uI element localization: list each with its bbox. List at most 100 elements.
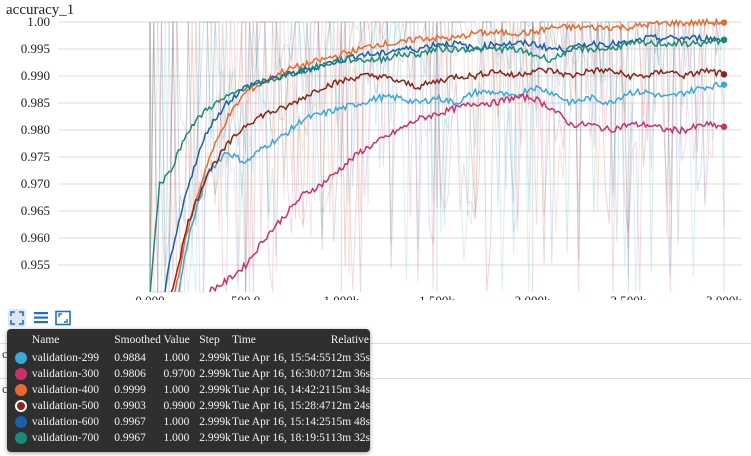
tooltip-name-cell: validation-700 (31, 432, 99, 444)
series-swatch-cell (15, 398, 32, 414)
y-tick-label: 0.955 (21, 257, 50, 272)
background-divider (0, 343, 751, 344)
step-header: Step (199, 334, 220, 346)
tooltip-step-cell: 2.999k (199, 352, 231, 364)
raw-trace-validation-400 (149, 20, 724, 293)
y-tick-label: 0.960 (21, 230, 50, 245)
tooltip-row: validation-500 0.9903 0.9900 2.999k Tue Apr … (15, 398, 370, 414)
tooltip-row: validation-400 0.9999 1.000 2.999k Tue Apr 1… (15, 382, 370, 398)
tooltip-relative-cell: 15m 48s (330, 416, 370, 428)
chart-title: accuracy_1 (6, 2, 75, 18)
tooltip-name-cell: validation-600 (31, 416, 99, 428)
series-color-swatch (15, 431, 27, 444)
relative-header: Relative (330, 334, 370, 346)
expand-chart-button[interactable] (54, 309, 72, 327)
series-color-swatch (15, 367, 27, 380)
tooltip-value-cell: 0.9900 (163, 400, 196, 412)
series-line-validation-299 (178, 81, 725, 292)
series-swatch-cell (15, 382, 32, 398)
tooltip-relative-cell: 13m 32s (330, 432, 370, 444)
name-header: Name (31, 334, 60, 346)
tooltip-name-cell: validation-400 (31, 384, 99, 396)
series-end-marker-validation-500 (720, 71, 728, 78)
y-tick-label: 0.975 (21, 149, 50, 164)
tooltip-table: Name Smoothed Value Step Time Relative v… (15, 333, 370, 446)
accuracy-chart[interactable]: 1.00 0.995 0.990 0.985 0.980 0.975 0.970 0.965 0… (0, 0, 751, 300)
fit-domain-icon (10, 311, 24, 325)
tooltip-time-cell: Tue Apr 16, 18:19:51 (232, 432, 331, 444)
tooltip-relative-cell: 12m 36s (330, 368, 370, 380)
tooltip-step-cell: 2.999k (199, 400, 231, 412)
x-tick-label: 0.000 (135, 293, 164, 300)
tooltip-time-cell: Tue Apr 16, 14:42:21 (232, 384, 331, 396)
tooltip-value-cell: 0.9700 (163, 368, 196, 380)
tooltip-relative-cell: 15m 34s (330, 384, 370, 396)
tooltip-time-cell: Tue Apr 16, 15:54:55 (232, 352, 331, 364)
tooltip-value-cell: 1.000 (163, 352, 190, 364)
raw-trace-validation-299 (150, 21, 725, 293)
x-tick-label: 2.000k (515, 293, 551, 300)
series-color-swatch (15, 399, 27, 412)
series-color-swatch (15, 351, 27, 364)
toggle-legend-button[interactable] (32, 309, 50, 327)
series-line-validation-400 (174, 18, 725, 292)
raw-trace-validation-500 (149, 21, 724, 293)
background-divider (0, 378, 751, 379)
tooltip-step-cell: 2.999k (199, 368, 231, 380)
tooltip-step-cell: 2.999k (199, 416, 231, 428)
series-end-marker-validation-400 (720, 19, 728, 26)
tooltip-name-cell: validation-299 (31, 352, 99, 364)
tooltip-smoothed-cell: 0.9806 (114, 368, 146, 380)
x-tick-label: 2.500k (610, 293, 646, 300)
tooltip-row: validation-299 0.9884 1.000 2.999k Tue Apr 1… (15, 350, 370, 366)
y-tick-label: 0.965 (21, 203, 50, 218)
swatch-header (15, 333, 32, 350)
y-tick-label: 0.985 (21, 95, 50, 110)
tooltip-name-cell: validation-300 (31, 368, 99, 380)
tooltip-value-cell: 1.000 (163, 384, 190, 396)
raw-trace-validation-300 (150, 21, 724, 293)
series-swatch-cell (15, 366, 32, 382)
series-line-validation-500 (170, 66, 725, 292)
x-tick-label: 500.0 (231, 293, 260, 300)
y-tick-label: 0.980 (21, 122, 50, 137)
tooltip-smoothed-cell: 0.9903 (114, 400, 146, 412)
series-end-marker-validation-299 (720, 81, 728, 88)
y-tick-label: 0.990 (21, 68, 50, 83)
series-tooltip: Name Smoothed Value Step Time Relative v… (7, 329, 370, 452)
series-swatch-cell (15, 350, 32, 366)
value-header: Value (163, 334, 190, 346)
tooltip-smoothed-cell: 0.9884 (114, 352, 146, 364)
series-line-validation-700 (150, 37, 725, 292)
x-tick-label: 3.000k (706, 293, 742, 300)
tooltip-row: validation-600 0.9967 1.000 2.999k Tue Apr 1… (15, 414, 370, 430)
series-swatch-cell (15, 430, 32, 446)
tooltip-row: validation-700 0.9967 1.000 2.999k Tue Apr 1… (15, 430, 370, 446)
tooltip-relative-cell: 12m 24s (330, 400, 370, 412)
y-tick-label: 1.00 (27, 14, 50, 29)
expand-chart-icon (55, 310, 71, 326)
tooltip-value-cell: 1.000 (163, 432, 190, 444)
toggle-legend-icon (34, 312, 48, 324)
raw-trace-validation-700 (149, 20, 725, 293)
tooltip-name-cell: validation-500 (31, 400, 99, 412)
tooltip-relative-cell: 12m 35s (330, 352, 370, 364)
tooltip-smoothed-cell: 0.9967 (114, 432, 146, 444)
tooltip-time-cell: Tue Apr 16, 15:14:25 (232, 416, 331, 428)
time-header: Time (232, 334, 256, 346)
series-line-validation-300 (207, 92, 725, 292)
smoothed-header: Smoothed (114, 334, 161, 346)
tooltip-step-cell: 2.999k (199, 432, 231, 444)
series-end-marker-validation-300 (720, 123, 728, 130)
tooltip-smoothed-cell: 0.9999 (114, 384, 146, 396)
x-tick-label: 1.000k (323, 293, 359, 300)
series-color-swatch (15, 415, 27, 428)
y-tick-label: 0.995 (21, 41, 50, 56)
tooltip-smoothed-cell: 0.9967 (114, 416, 146, 428)
x-tick-label: 1.500k (419, 293, 455, 300)
raw-trace-validation-600 (149, 20, 725, 293)
fit-domain-button[interactable] (8, 309, 26, 327)
tooltip-step-cell: 2.999k (199, 384, 231, 396)
tooltip-value-cell: 1.000 (163, 416, 190, 428)
tooltip-time-cell: Tue Apr 16, 15:28:47 (232, 400, 331, 412)
